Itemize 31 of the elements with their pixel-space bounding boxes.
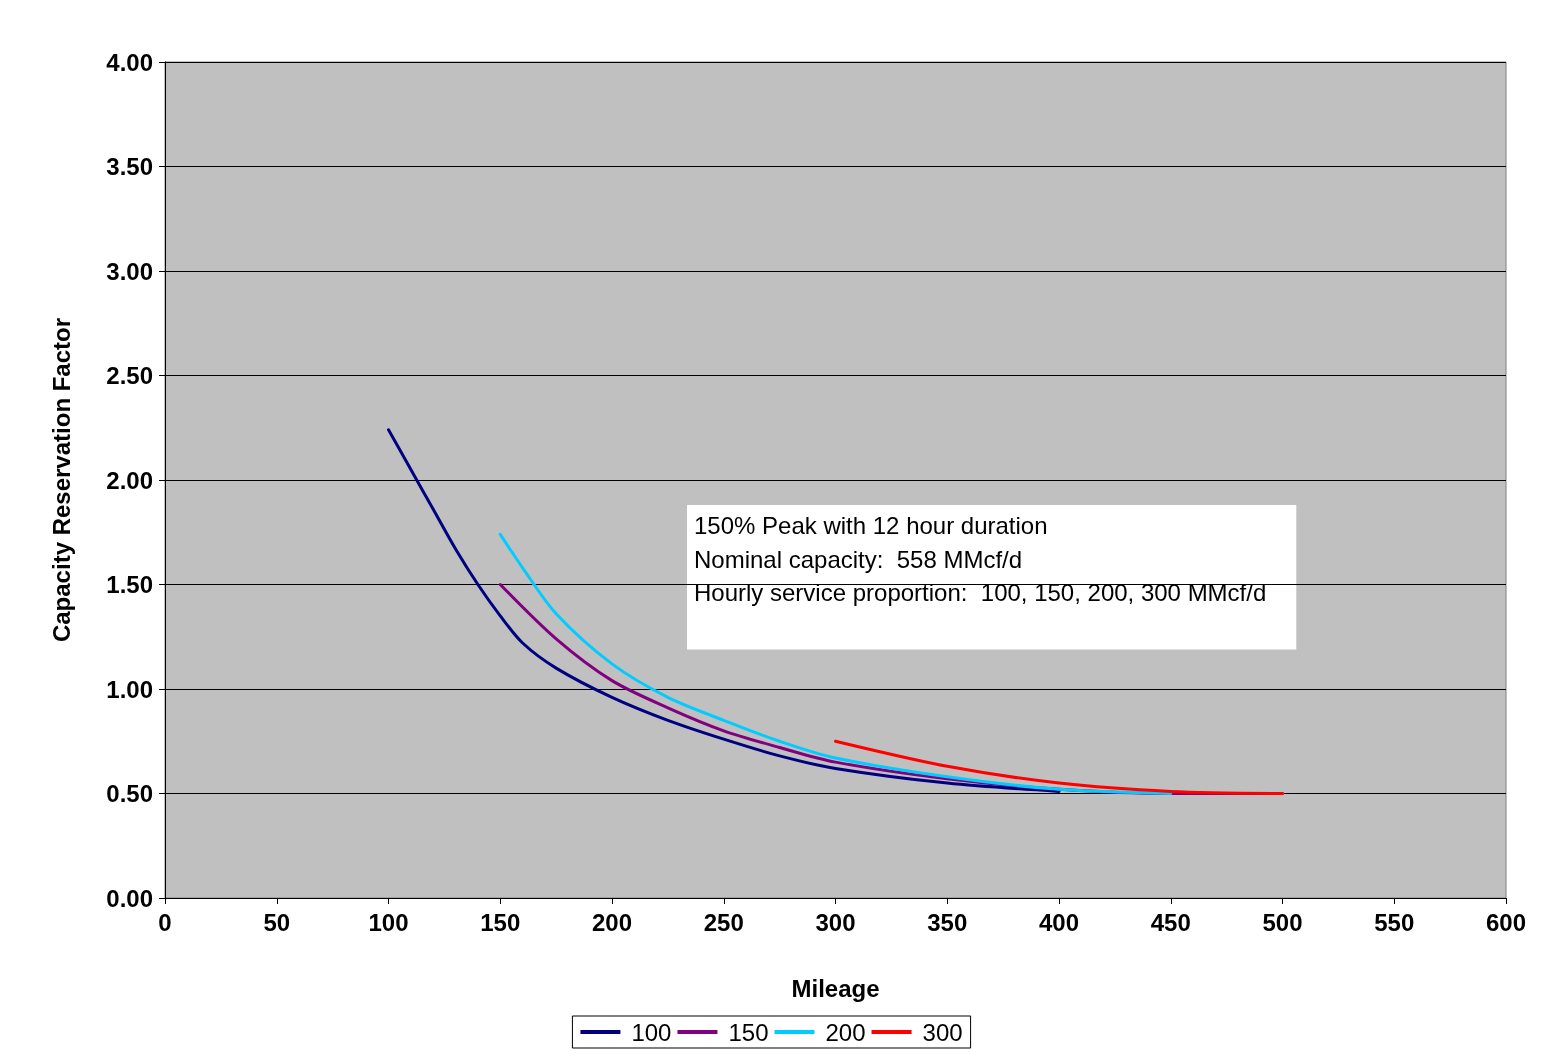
y-tick-label: 0.50	[106, 780, 153, 807]
y-axis-title: Capacity Reservation Factor	[47, 317, 75, 643]
x-tick-label: 250	[703, 908, 744, 936]
y-tick-label: 2.00	[106, 466, 153, 494]
y-tick-label: 4.00	[106, 48, 153, 76]
legend-label: 100	[631, 1018, 672, 1046]
y-tick-label: 1.50	[106, 571, 153, 598]
x-tick-label: 150	[480, 908, 521, 936]
legend-label: 150	[728, 1018, 769, 1046]
x-tick-label: 200	[591, 908, 633, 936]
y-tick-label: 2.50	[106, 362, 153, 389]
x-tick-label: 550	[1374, 908, 1415, 936]
x-tick-label: 300	[815, 908, 856, 936]
line-series	[834, 739, 1284, 795]
y-tick-label: 3.00	[106, 257, 153, 285]
y-tick-label: 0.00	[106, 884, 153, 912]
x-tick-label: 500	[1262, 908, 1303, 936]
x-tick-label: 100	[368, 908, 409, 936]
x-tick-label: 450	[1150, 908, 1191, 936]
y-tick-label: 3.50	[106, 153, 153, 180]
x-tick-label: 400	[1038, 908, 1080, 936]
annotation: Nominal capacity: 558 MMcf/d	[694, 545, 1023, 573]
x-axis-title: Mileage	[791, 974, 880, 1002]
x-tick-label: 0	[158, 908, 172, 936]
x-tick-label: 50	[263, 908, 291, 936]
annotation: 150% Peak with 12 hour duration	[694, 512, 1048, 540]
legend-label: 300	[922, 1018, 963, 1046]
x-tick-label: 600	[1485, 908, 1527, 936]
y-tick-label: 1.00	[106, 675, 153, 703]
x-tick-label: 350	[927, 908, 968, 936]
legend-label: 200	[825, 1018, 866, 1046]
